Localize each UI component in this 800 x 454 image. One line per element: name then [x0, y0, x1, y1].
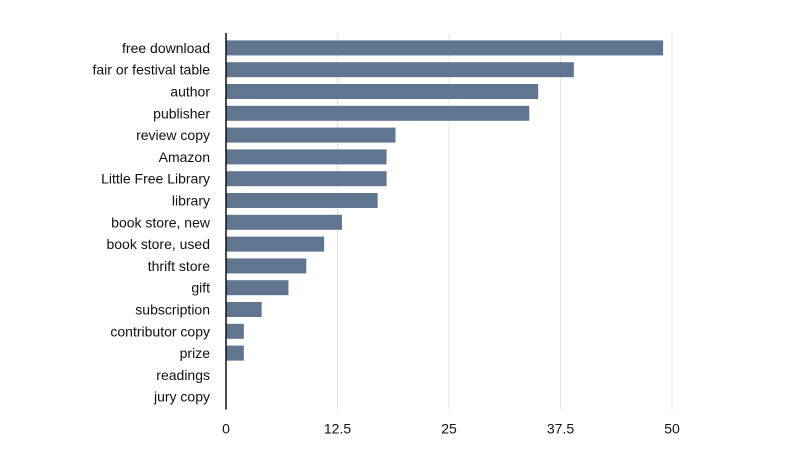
category-label: jury copy — [153, 389, 210, 405]
bar — [226, 214, 342, 230]
category-label: subscription — [135, 302, 210, 318]
bar — [226, 105, 530, 121]
category-label: publisher — [153, 105, 210, 121]
category-label: prize — [180, 345, 211, 361]
category-label: gift — [191, 280, 210, 296]
x-tick-label: 0 — [222, 421, 230, 437]
bar — [226, 193, 378, 208]
x-tick-label: 12.5 — [324, 421, 351, 437]
bar — [226, 280, 289, 296]
category-label: review copy — [136, 127, 210, 143]
category-label: readings — [156, 367, 210, 383]
category-label: book store, used — [106, 236, 210, 252]
bar — [226, 171, 387, 187]
x-tick-label: 50 — [664, 421, 680, 437]
bar — [226, 236, 325, 252]
bar — [226, 149, 387, 165]
bar — [226, 40, 664, 56]
x-tick-label: 25 — [441, 421, 457, 437]
category-label: book store, new — [111, 214, 211, 230]
bar — [226, 258, 307, 274]
bar — [226, 127, 396, 143]
x-tick-labels: 0 12.5 25 37.5 50 — [222, 421, 680, 437]
category-label: Little Free Library — [101, 171, 210, 187]
category-labels: free download fair or festival table autho… — [93, 40, 211, 405]
category-label: thrift store — [148, 258, 210, 274]
bar — [226, 62, 574, 78]
category-label: author — [170, 84, 210, 100]
category-label: fair or festival table — [93, 62, 211, 78]
x-tick-label: 37.5 — [547, 421, 574, 437]
bar — [226, 345, 244, 361]
category-label: contributor copy — [110, 323, 210, 339]
bar — [226, 302, 262, 317]
category-label: Amazon — [159, 149, 210, 165]
bar — [226, 323, 244, 339]
bars — [226, 40, 664, 361]
category-label: library — [172, 193, 210, 209]
category-label: free download — [122, 40, 210, 56]
bar — [226, 84, 539, 99]
